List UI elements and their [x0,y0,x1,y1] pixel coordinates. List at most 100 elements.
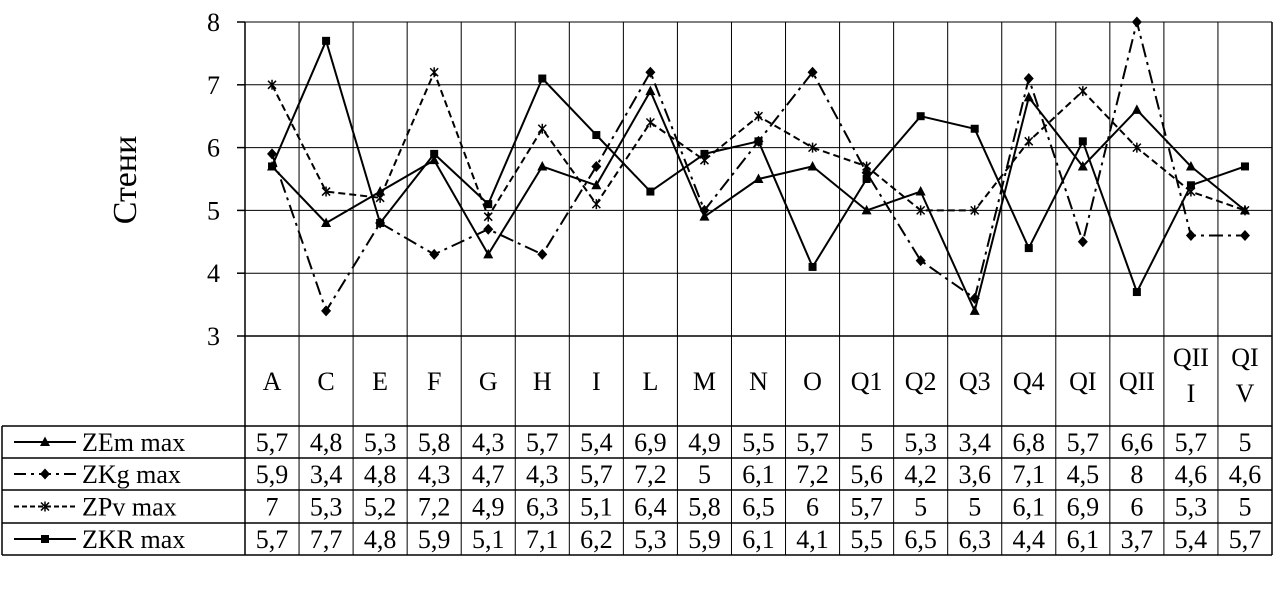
y-tick-label: 4 [207,259,220,288]
table-value: 5 [1238,428,1251,457]
table-value: 5,9 [256,460,289,489]
data-point [753,173,764,183]
table-value: 6,3 [526,493,559,522]
data-point [646,187,655,196]
table-value: 4,9 [472,493,505,522]
table-value: 5,7 [1229,525,1262,554]
table-value: 6,9 [634,428,667,457]
legend-key-marker [41,535,49,543]
series-line [271,90,1246,312]
data-point [375,186,386,196]
data-point [322,36,331,45]
data-point [1239,230,1250,242]
data-point [969,305,980,315]
y-tick-label: 7 [207,71,220,100]
table-value: 6,3 [958,525,991,554]
table-value: 5,7 [256,525,289,554]
table-value: 7,2 [418,493,451,522]
table-value: 4,5 [1067,460,1100,489]
table-value: 5,9 [418,525,451,554]
table-value: 5,6 [850,460,883,489]
table-value: 5,7 [850,493,883,522]
legend-key-marker [40,436,50,446]
table-value: 5,5 [742,428,775,457]
category-label: G [479,367,498,396]
data-point [808,262,817,271]
table-value: 4,8 [364,460,397,489]
data-point [429,67,439,78]
category-label: QI [1231,343,1258,372]
table-value: 7,1 [1013,460,1046,489]
table-value: 5,7 [256,428,289,457]
data-point [484,200,493,209]
table-value: 4,9 [688,428,721,457]
data-point [1240,162,1249,171]
category-label: M [693,367,716,396]
data-point [808,142,818,153]
table-value: 7 [266,493,279,522]
category-label: L [642,367,658,396]
series-lines [271,21,1246,312]
table-value: 8 [1130,460,1143,489]
table-value: 5 [698,460,711,489]
table-value: 7,2 [634,460,667,489]
legend-names: ZEm max ZKg max ZPv max ZKR max [82,428,185,554]
data-point [970,124,979,133]
series-markers [267,16,1250,317]
table-value: 5 [1238,493,1251,522]
data-point [807,66,818,78]
legend-series-name: ZKg max [82,460,181,489]
data-point [699,211,710,221]
data-point [321,305,332,317]
data-point [862,161,872,172]
data-point [591,160,602,172]
category-label: I [1187,379,1196,408]
category-label: O [803,367,822,396]
data-point [1240,205,1250,216]
table-value: 3,4 [958,428,991,457]
data-point [699,204,710,216]
y-tick-label: 3 [207,322,220,351]
category-label: Q4 [1013,367,1045,396]
category-label: F [427,367,441,396]
table-value: 6,1 [742,525,775,554]
data-table-grid [1,425,1272,556]
table-value: 4,8 [364,525,397,554]
table-value: 5,4 [1175,525,1208,554]
data-point [537,248,548,260]
table-value: 5 [968,493,981,522]
data-point [1186,181,1195,190]
table-value: 5,3 [634,525,667,554]
data-point [645,85,656,96]
table-value: 5,7 [796,428,829,457]
table-value: 5 [914,493,927,522]
table-value: 5,3 [904,428,937,457]
data-point [268,162,277,171]
data-point [861,204,872,215]
table-value: 5 [860,428,873,457]
series-line [271,39,1246,293]
table-value: 7,1 [526,525,559,554]
category-label: C [317,367,334,396]
table-value: 5,7 [526,428,559,457]
data-point [1185,230,1196,242]
category-labels: A C E F G H I L M N O Q1 Q2 Q3 Q4 QI QII QII I QI V [263,343,1259,408]
table-value: 5,3 [364,428,397,457]
table-value: 3,4 [310,460,343,489]
legend-series-name: ZKR max [82,525,185,554]
table-value: 4,7 [472,460,505,489]
table-value: 5,9 [688,525,721,554]
data-point [1023,91,1034,102]
table-value: 5,1 [580,493,613,522]
table-value: 5,1 [472,525,505,554]
data-point [321,186,331,197]
data-point [591,199,601,210]
table-value: 6,2 [580,525,613,554]
data-point [1078,137,1087,146]
legend-series-name: ZEm max [82,428,185,457]
table-value: 6,1 [1013,493,1046,522]
category-label: A [263,367,282,396]
table-value: 5,7 [580,460,613,489]
table-value: 5,3 [1175,493,1208,522]
